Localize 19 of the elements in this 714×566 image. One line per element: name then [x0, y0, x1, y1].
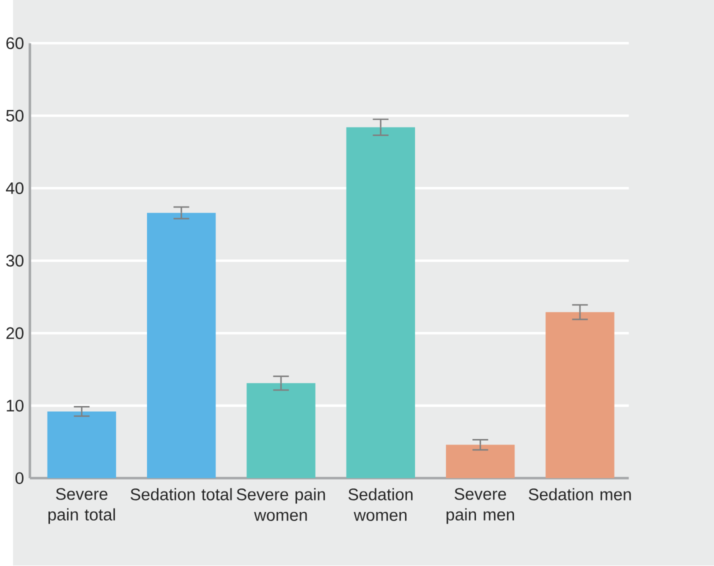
bar: [346, 128, 416, 478]
x-tick-label: Severe pain men: [446, 488, 514, 524]
bar: [446, 445, 515, 478]
y-tick-label: 20: [6, 327, 24, 340]
bar: [246, 383, 316, 478]
bar: [147, 213, 216, 478]
y-tick-label: 10: [6, 400, 24, 412]
y-tick-label: 50: [6, 110, 24, 122]
y-tick-label: 40: [6, 182, 24, 194]
y-tick-label: 30: [6, 255, 24, 267]
bar: [546, 312, 614, 478]
x-tick-label: Sedation total: [130, 488, 232, 501]
bar: [47, 412, 116, 478]
x-tick-label: Sedation women: [348, 488, 413, 522]
x-tick-label: Severe pain total: [48, 488, 115, 524]
x-tick-label: Severe pain women: [236, 488, 325, 522]
x-tick-label: Sedation men: [528, 488, 631, 501]
y-tick-label: 0: [15, 472, 24, 484]
y-tick-label: 60: [6, 38, 24, 50]
